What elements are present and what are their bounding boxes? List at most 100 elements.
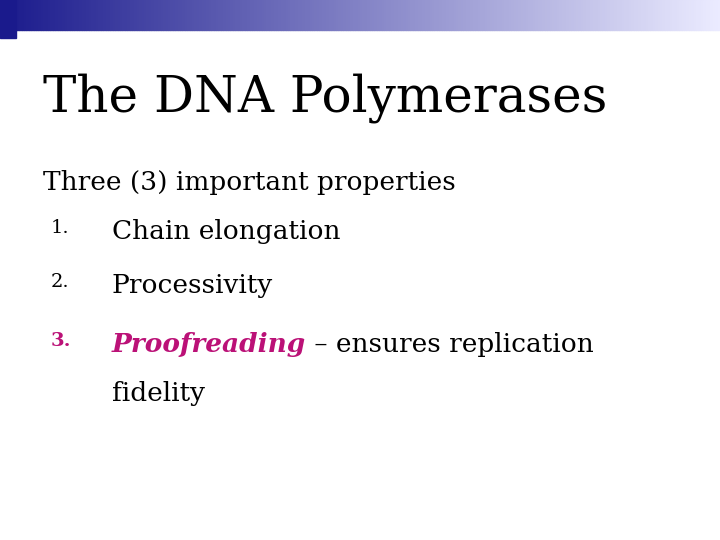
Bar [574, 0, 576, 30]
Bar [343, 0, 346, 30]
Bar [238, 0, 240, 30]
Bar [485, 0, 487, 30]
Bar [554, 0, 557, 30]
Bar [180, 0, 182, 30]
Bar [456, 0, 459, 30]
Bar [521, 0, 523, 30]
Bar [578, 0, 581, 30]
Bar [259, 0, 261, 30]
Bar [405, 0, 408, 30]
Bar [5, 0, 7, 30]
Bar [117, 0, 120, 30]
Bar [513, 0, 516, 30]
Bar [617, 0, 619, 30]
Bar [567, 0, 569, 30]
Text: Processivity: Processivity [112, 273, 273, 298]
Bar [96, 0, 99, 30]
Bar [161, 0, 163, 30]
Bar [149, 0, 151, 30]
Bar [189, 0, 192, 30]
Bar [631, 0, 634, 30]
Bar [398, 0, 401, 30]
Bar [34, 0, 36, 30]
Bar [643, 0, 646, 30]
Bar [257, 0, 259, 30]
Bar [264, 0, 266, 30]
Bar [655, 0, 657, 30]
Bar [135, 0, 137, 30]
Bar [53, 0, 55, 30]
Bar [682, 0, 684, 30]
Bar [113, 0, 115, 30]
Bar [24, 0, 27, 30]
Bar [693, 0, 696, 30]
Bar [535, 0, 538, 30]
Text: 2.: 2. [50, 273, 69, 291]
Bar [228, 0, 230, 30]
Bar [715, 0, 718, 30]
Bar [50, 0, 53, 30]
Bar [459, 0, 461, 30]
Bar [423, 0, 425, 30]
Bar [518, 0, 521, 30]
Bar [341, 0, 343, 30]
Bar [430, 0, 432, 30]
Bar [679, 0, 682, 30]
Bar [480, 0, 482, 30]
Bar [540, 0, 542, 30]
Bar [653, 0, 655, 30]
Bar [403, 0, 405, 30]
Bar [173, 0, 175, 30]
Bar [675, 0, 677, 30]
Bar [502, 0, 504, 30]
Bar [374, 0, 377, 30]
Bar [74, 0, 77, 30]
Bar [394, 0, 396, 30]
Bar [288, 0, 290, 30]
Bar [477, 0, 480, 30]
Bar [689, 0, 691, 30]
Bar [60, 0, 63, 30]
Bar [667, 0, 670, 30]
Bar [444, 0, 446, 30]
Bar [43, 0, 45, 30]
Bar [36, 0, 38, 30]
Bar [473, 0, 475, 30]
Bar [437, 0, 439, 30]
Bar [235, 0, 238, 30]
Bar [581, 0, 583, 30]
Bar [0, 0, 16, 38]
Bar [202, 0, 204, 30]
Bar [576, 0, 578, 30]
Bar [415, 0, 418, 30]
Bar [27, 0, 29, 30]
Bar [657, 0, 660, 30]
Bar [139, 0, 142, 30]
Text: – ensures replication: – ensures replication [306, 332, 593, 357]
Bar [629, 0, 631, 30]
Bar [158, 0, 161, 30]
Bar [168, 0, 171, 30]
Text: The DNA Polymerases: The DNA Polymerases [43, 73, 608, 123]
Bar [322, 0, 324, 30]
Bar [101, 0, 103, 30]
Bar [333, 0, 336, 30]
Bar [58, 0, 60, 30]
Bar [91, 0, 94, 30]
Bar [583, 0, 585, 30]
Bar [353, 0, 355, 30]
Bar [175, 0, 178, 30]
Bar [261, 0, 264, 30]
Bar [99, 0, 101, 30]
Bar [225, 0, 228, 30]
Bar [665, 0, 667, 30]
Bar [151, 0, 153, 30]
Bar [192, 0, 194, 30]
Bar [585, 0, 588, 30]
Bar [115, 0, 117, 30]
Bar [646, 0, 648, 30]
Bar [7, 0, 9, 30]
Bar [324, 0, 326, 30]
Bar [199, 0, 202, 30]
Bar [48, 0, 50, 30]
